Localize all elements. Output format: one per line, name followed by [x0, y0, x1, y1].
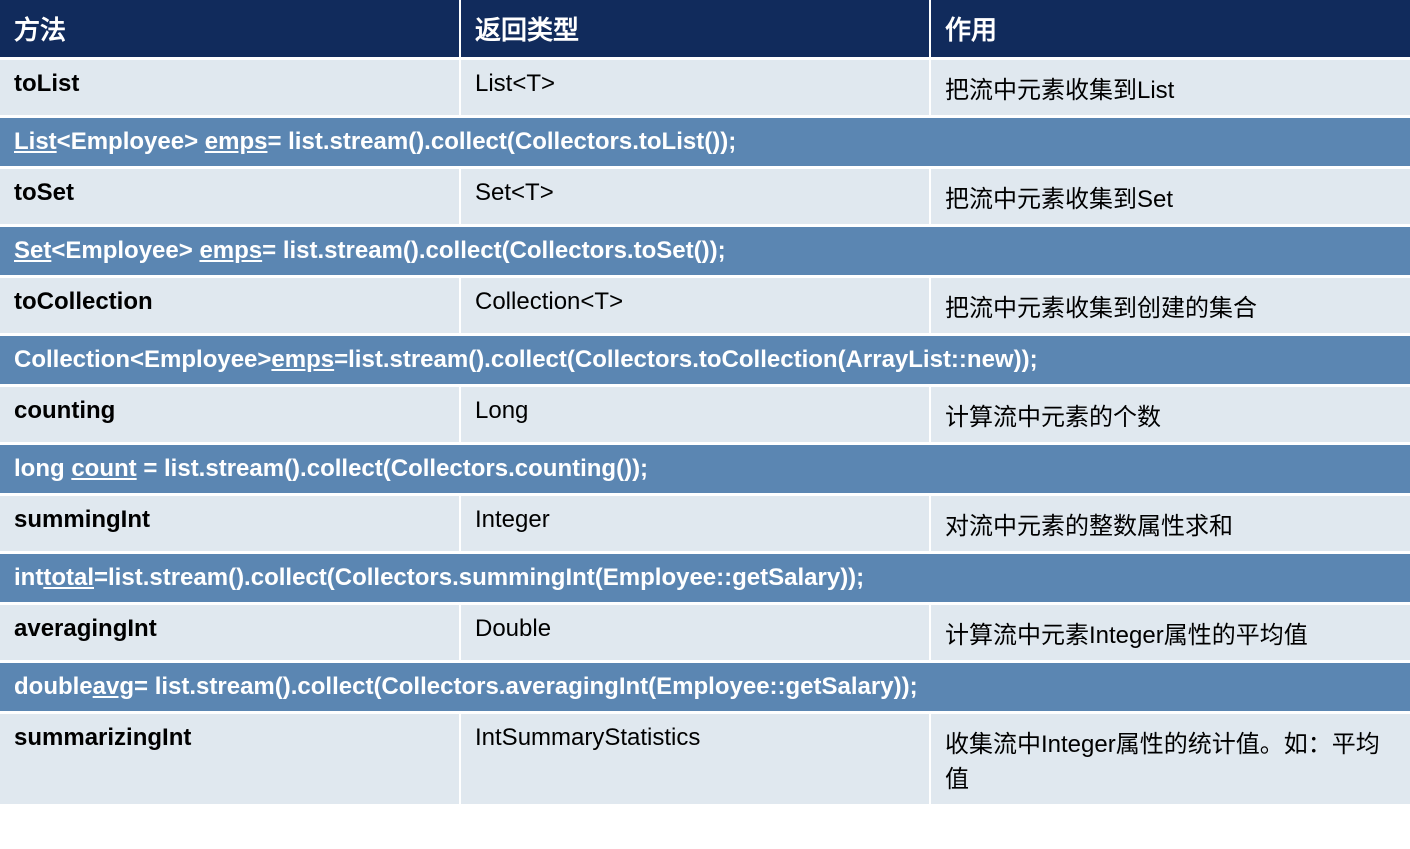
table-row: toSet Set<T> 把流中元素收集到Set [0, 169, 1410, 224]
cell-method: averagingInt [0, 605, 460, 660]
cell-desc: 把流中元素收集到Set [930, 169, 1410, 224]
code-row: inttotal=list.stream().collect(Collector… [0, 554, 1410, 602]
cell-return: Double [460, 605, 930, 660]
code-row: doubleavg= list.stream().collect(Collect… [0, 663, 1410, 711]
table-row: summingInt Integer 对流中元素的整数属性求和 [0, 496, 1410, 551]
table-row: counting Long 计算流中元素的个数 [0, 387, 1410, 442]
header-method: 方法 [0, 0, 460, 57]
cell-desc: 收集流中Integer属性的统计值。如：平均值 [930, 714, 1410, 804]
cell-code: doubleavg= list.stream().collect(Collect… [0, 663, 1410, 711]
cell-code: Set<Employee> emps= list.stream().collec… [0, 227, 1410, 275]
cell-method: summarizingInt [0, 714, 460, 804]
cell-desc: 把流中元素收集到创建的集合 [930, 278, 1410, 333]
code-row: List<Employee> emps= list.stream().colle… [0, 118, 1410, 166]
table-body: toList List<T> 把流中元素收集到List List<Employe… [0, 57, 1410, 807]
cell-method: toCollection [0, 278, 460, 333]
table-header-row: 方法 返回类型 作用 [0, 0, 1410, 57]
code-row: Set<Employee> emps= list.stream().collec… [0, 227, 1410, 275]
cell-method: toList [0, 60, 460, 115]
cell-desc: 计算流中元素Integer属性的平均值 [930, 605, 1410, 660]
cell-code: List<Employee> emps= list.stream().colle… [0, 118, 1410, 166]
code-row: Collection<Employee>emps=list.stream().c… [0, 336, 1410, 384]
table-row: summarizingInt IntSummaryStatistics 收集流中… [0, 714, 1410, 804]
cell-method: summingInt [0, 496, 460, 551]
cell-return: Collection<T> [460, 278, 930, 333]
cell-method: counting [0, 387, 460, 442]
cell-return: IntSummaryStatistics [460, 714, 930, 804]
cell-return: Integer [460, 496, 930, 551]
table-row: toCollection Collection<T> 把流中元素收集到创建的集合 [0, 278, 1410, 333]
table-row: averagingInt Double 计算流中元素Integer属性的平均值 [0, 605, 1410, 660]
cell-return: Set<T> [460, 169, 930, 224]
header-returntype: 返回类型 [460, 0, 930, 57]
cell-method: toSet [0, 169, 460, 224]
cell-desc: 对流中元素的整数属性求和 [930, 496, 1410, 551]
cell-return: Long [460, 387, 930, 442]
collectors-table: 方法 返回类型 作用 toList List<T> 把流中元素收集到List L… [0, 0, 1410, 807]
cell-code: long count = list.stream().collect(Colle… [0, 445, 1410, 493]
table-row: toList List<T> 把流中元素收集到List [0, 60, 1410, 115]
cell-code: inttotal=list.stream().collect(Collector… [0, 554, 1410, 602]
code-row: long count = list.stream().collect(Colle… [0, 445, 1410, 493]
cell-desc: 计算流中元素的个数 [930, 387, 1410, 442]
header-purpose: 作用 [930, 0, 1410, 57]
cell-return: List<T> [460, 60, 930, 115]
cell-code: Collection<Employee>emps=list.stream().c… [0, 336, 1410, 384]
collectors-table-container: 方法 返回类型 作用 toList List<T> 把流中元素收集到List L… [0, 0, 1410, 807]
cell-desc: 把流中元素收集到List [930, 60, 1410, 115]
